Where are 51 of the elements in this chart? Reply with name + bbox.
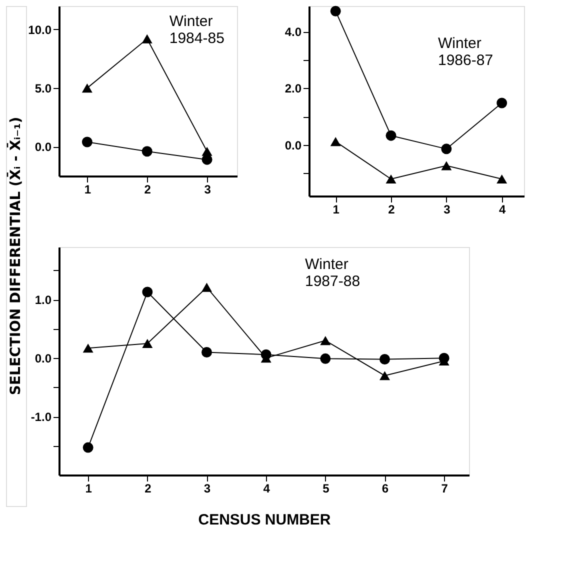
y-axis-title: SELECTION DIFFERENTIAL (X̄ᵢ - X̄ᵢ₋₁) bbox=[6, 116, 24, 396]
x-tick-label: 4 bbox=[263, 482, 270, 496]
point bbox=[386, 174, 396, 184]
point bbox=[142, 286, 153, 298]
point bbox=[82, 344, 94, 353]
point bbox=[82, 442, 94, 453]
x-tick-label: 1 bbox=[332, 202, 340, 216]
x-tick-label: 7 bbox=[441, 482, 448, 496]
point bbox=[386, 130, 396, 141]
point bbox=[142, 338, 153, 348]
point bbox=[202, 282, 212, 292]
point bbox=[441, 144, 452, 154]
point bbox=[202, 154, 212, 165]
point bbox=[496, 98, 508, 108]
text: Winter 1986-87 bbox=[438, 35, 494, 69]
x-tick-label: 4 bbox=[498, 202, 506, 216]
x-tick-label: 2 bbox=[144, 182, 152, 196]
point bbox=[330, 6, 341, 16]
y-tick-label: 2.0 bbox=[284, 82, 302, 96]
text: Winter 1987-88 bbox=[305, 256, 360, 290]
point bbox=[320, 336, 331, 346]
point bbox=[320, 353, 331, 364]
point bbox=[496, 174, 508, 184]
point bbox=[330, 137, 341, 146]
y-tick-label: -1.0 bbox=[30, 410, 52, 424]
x-tick-label: 6 bbox=[382, 482, 389, 496]
point bbox=[202, 346, 212, 358]
y-tick-label: 1.0 bbox=[34, 293, 52, 308]
x-tick-label: 1 bbox=[85, 482, 92, 496]
point bbox=[82, 136, 92, 148]
x-tick-label: 3 bbox=[204, 482, 211, 496]
point bbox=[441, 161, 452, 170]
y-tick-label: 4.0 bbox=[284, 25, 302, 40]
y-tick-label: 0.0 bbox=[34, 352, 52, 366]
text: Winter 1984-85 bbox=[169, 13, 224, 47]
y-tick-label: 0.0 bbox=[284, 138, 302, 152]
x-tick-label: 2 bbox=[144, 482, 152, 496]
x-tick-label: 3 bbox=[204, 182, 212, 196]
x-tick-label: 1 bbox=[84, 182, 92, 196]
y-tick-label: 5.0 bbox=[34, 82, 52, 96]
y-tick-label: 10.0 bbox=[28, 22, 52, 37]
point bbox=[380, 371, 390, 380]
y-tick-label: 0.0 bbox=[34, 140, 52, 154]
x-tick-label: 2 bbox=[388, 202, 396, 216]
x-tick-label: 3 bbox=[444, 202, 451, 216]
x-tick-label: 5 bbox=[322, 482, 330, 496]
point bbox=[142, 34, 152, 44]
point bbox=[380, 354, 390, 364]
point bbox=[82, 84, 92, 93]
x-axis-title: CENSUS NUMBER bbox=[198, 512, 331, 528]
point bbox=[142, 146, 152, 157]
